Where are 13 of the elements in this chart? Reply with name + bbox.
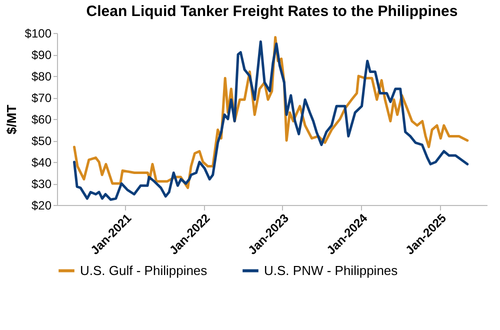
y-tick-label: $60 [31, 112, 52, 126]
y-tick-label: $90 [31, 48, 52, 62]
y-tick-label: $70 [31, 91, 52, 105]
y-tick-label: $50 [31, 134, 52, 148]
y-tick-label: $30 [31, 177, 52, 191]
y-tick-label: $100 [24, 26, 52, 40]
y-tick-label: $80 [31, 70, 52, 84]
legend-label: U.S. Gulf - Philippines [80, 262, 208, 278]
y-tick-label: $40 [31, 156, 52, 170]
chart-title: Clean Liquid Tanker Freight Rates to the Philippines [86, 3, 458, 20]
y-tick-label: $20 [31, 198, 52, 212]
legend-label: U.S. PNW - Philippines [264, 262, 398, 278]
y-axis-title: $/MT [4, 104, 19, 134]
